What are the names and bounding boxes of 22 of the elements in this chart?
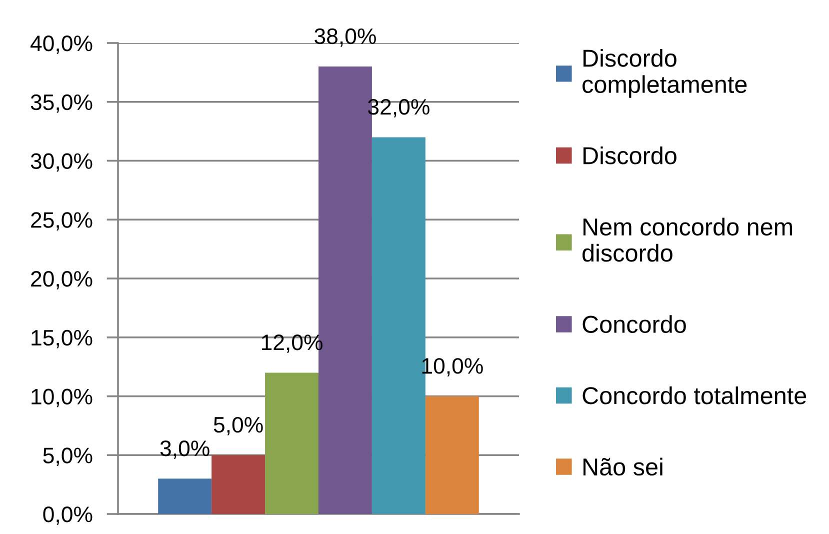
legend-label: Não sei — [584, 458, 662, 476]
bar — [158, 478, 212, 514]
y-tick-label: 15,0% — [32, 330, 92, 348]
data-label: 5,0% — [214, 416, 263, 436]
data-label: 38,0% — [314, 28, 376, 47]
legend-label: Concordo — [582, 315, 686, 334]
y-tick-label: 35,0% — [30, 94, 92, 113]
legend-label: Discordo — [584, 146, 676, 164]
legend-label: Nem concordo nem discordo — [582, 218, 792, 262]
y-tick-label: 0,0% — [43, 506, 92, 525]
y-tick-label: 10,0% — [32, 388, 92, 408]
y-tick-label: 40,0% — [30, 36, 92, 54]
bar — [265, 372, 318, 514]
y-tick-label: 20,0% — [31, 271, 92, 290]
y-tick-label: 5,0% — [43, 448, 92, 466]
bar — [212, 455, 266, 514]
y-tick-label: 25,0% — [31, 212, 92, 231]
y-tick-label: 30,0% — [30, 153, 92, 172]
legend-label: Discordo completamente — [582, 49, 747, 98]
bar — [425, 396, 479, 514]
data-label: 3,0% — [160, 440, 210, 459]
legend-label: Concordo totalmente — [582, 386, 806, 404]
